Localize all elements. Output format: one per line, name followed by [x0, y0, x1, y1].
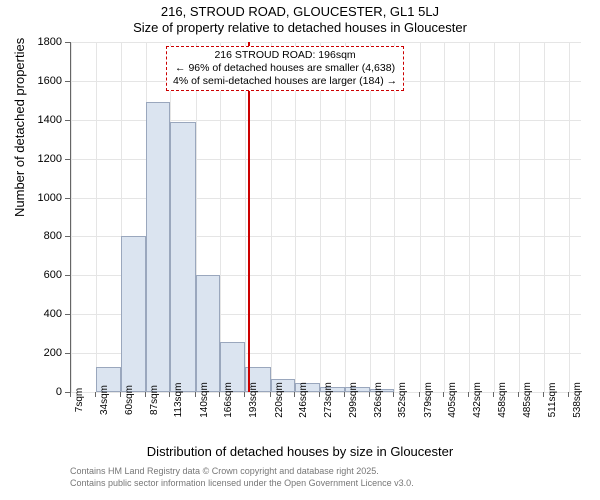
- histogram-bar: [196, 275, 220, 392]
- xtick-label: 60sqm: [124, 385, 135, 415]
- gridline-v: [220, 42, 221, 392]
- xtick-mark: [369, 392, 370, 397]
- xtick-mark: [294, 392, 295, 397]
- plot-area: 216 STROUD ROAD: 196sqm← 96% of detached…: [70, 42, 581, 393]
- xtick-label: 432sqm: [472, 382, 483, 418]
- annotation-line: ← 96% of detached houses are smaller (4,…: [173, 62, 397, 75]
- ytick-label: 1600: [0, 75, 62, 87]
- gridline-v: [394, 42, 395, 392]
- ytick-label: 200: [0, 347, 62, 359]
- gridline-h: [71, 42, 581, 43]
- ytick-label: 600: [0, 269, 62, 281]
- title-main: 216, STROUD ROAD, GLOUCESTER, GL1 5LJ: [0, 4, 600, 19]
- gridline-v: [544, 42, 545, 392]
- ytick-label: 400: [0, 308, 62, 320]
- xtick-mark: [443, 392, 444, 397]
- xtick-label: 405sqm: [447, 382, 458, 418]
- xtick-mark: [468, 392, 469, 397]
- xtick-mark: [393, 392, 394, 397]
- xtick-mark: [95, 392, 96, 397]
- xtick-label: 113sqm: [173, 383, 184, 418]
- xtick-label: 140sqm: [199, 382, 210, 418]
- xtick-label: 511sqm: [547, 383, 558, 418]
- xtick-mark: [219, 392, 220, 397]
- xtick-label: 458sqm: [497, 382, 508, 418]
- ytick-label: 0: [0, 386, 62, 398]
- annotation-line: 216 STROUD ROAD: 196sqm: [173, 49, 397, 62]
- xtick-label: 166sqm: [223, 382, 234, 418]
- xtick-mark: [169, 392, 170, 397]
- xtick-label: 193sqm: [248, 382, 259, 418]
- gridline-v: [71, 42, 72, 392]
- ytick-label: 1000: [0, 192, 62, 204]
- xtick-mark: [120, 392, 121, 397]
- gridline-v: [494, 42, 495, 392]
- xtick-mark: [493, 392, 494, 397]
- title-sub: Size of property relative to detached ho…: [0, 20, 600, 35]
- xtick-mark: [344, 392, 345, 397]
- xtick-label: 379sqm: [423, 382, 434, 418]
- xtick-label: 220sqm: [274, 382, 285, 418]
- xtick-label: 326sqm: [373, 382, 384, 418]
- gridline-v: [96, 42, 97, 392]
- annotation-box: 216 STROUD ROAD: 196sqm← 96% of detached…: [166, 46, 404, 91]
- gridline-v: [469, 42, 470, 392]
- histogram-bar: [146, 102, 170, 392]
- gridline-v: [320, 42, 321, 392]
- gridline-v: [370, 42, 371, 392]
- xtick-label: 7sqm: [74, 388, 85, 412]
- x-axis-label: Distribution of detached houses by size …: [0, 444, 600, 459]
- ytick-label: 800: [0, 230, 62, 242]
- gridline-v: [420, 42, 421, 392]
- xtick-label: 87sqm: [149, 385, 160, 415]
- ytick-label: 1200: [0, 153, 62, 165]
- xtick-mark: [543, 392, 544, 397]
- histogram-bar: [121, 236, 146, 392]
- xtick-mark: [319, 392, 320, 397]
- gridline-v: [569, 42, 570, 392]
- xtick-label: 273sqm: [323, 382, 334, 418]
- gridline-v: [295, 42, 296, 392]
- xtick-label: 299sqm: [348, 382, 359, 418]
- gridline-v: [519, 42, 520, 392]
- xtick-mark: [195, 392, 196, 397]
- gridline-v: [271, 42, 272, 392]
- xtick-label: 485sqm: [522, 382, 533, 418]
- gridline-v: [444, 42, 445, 392]
- xtick-label: 34sqm: [99, 385, 110, 415]
- ytick-label: 1400: [0, 114, 62, 126]
- footer-text-1: Contains HM Land Registry data © Crown c…: [70, 466, 379, 476]
- marker-line: [248, 42, 250, 392]
- xtick-mark: [419, 392, 420, 397]
- annotation-line: 4% of semi-detached houses are larger (1…: [173, 75, 397, 88]
- chart-container: 216, STROUD ROAD, GLOUCESTER, GL1 5LJ Si…: [0, 0, 600, 500]
- xtick-mark: [145, 392, 146, 397]
- ytick-label: 1800: [0, 36, 62, 48]
- xtick-mark: [568, 392, 569, 397]
- xtick-mark: [518, 392, 519, 397]
- gridline-v: [245, 42, 246, 392]
- xtick-label: 352sqm: [397, 382, 408, 418]
- y-axis-label: Number of detached properties: [12, 38, 27, 217]
- xtick-mark: [270, 392, 271, 397]
- xtick-label: 538sqm: [572, 382, 583, 418]
- footer-text-2: Contains public sector information licen…: [70, 478, 414, 488]
- xtick-mark: [70, 392, 71, 397]
- gridline-v: [345, 42, 346, 392]
- xtick-label: 246sqm: [298, 382, 309, 418]
- xtick-mark: [244, 392, 245, 397]
- histogram-bar: [170, 122, 195, 392]
